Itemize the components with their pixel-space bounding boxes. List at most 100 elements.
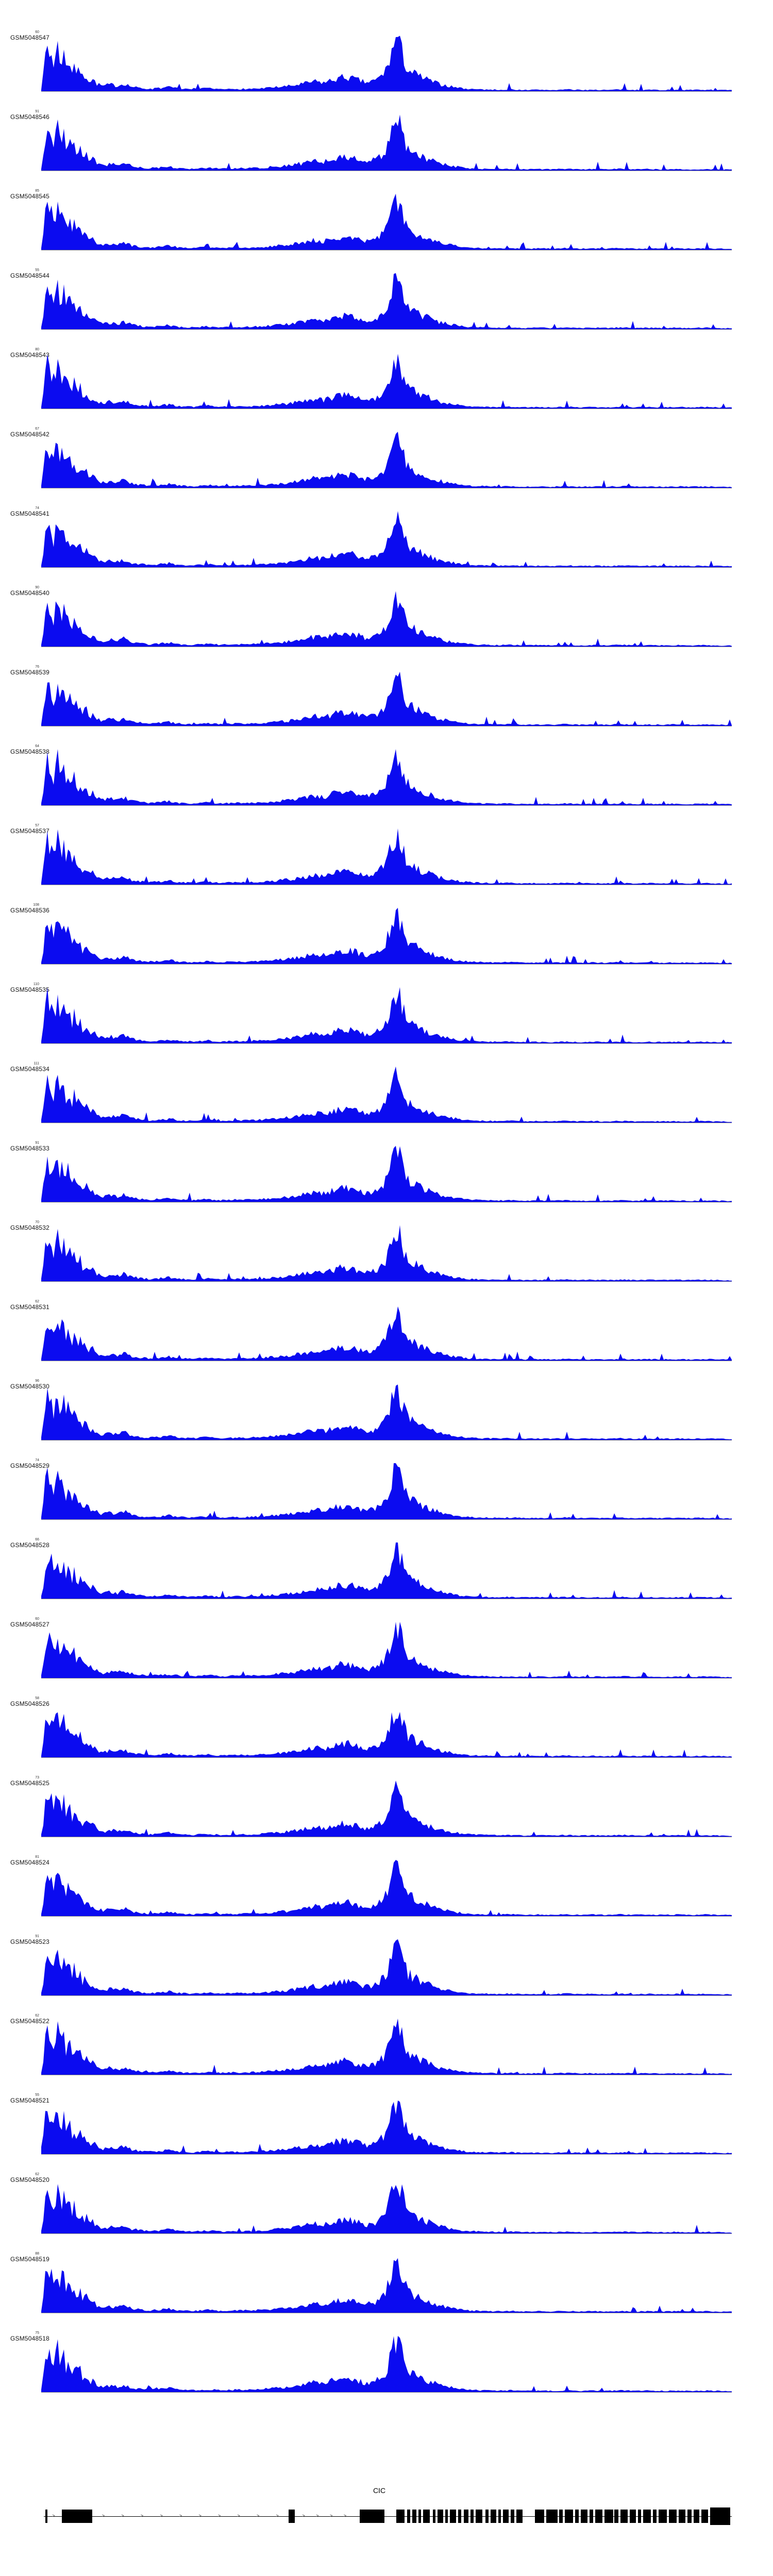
track-ymax-label: 58 [35,1697,39,1700]
exon [643,2510,651,2523]
exon [589,2510,593,2523]
track-sample-label: GSM5048547 [10,34,50,41]
coverage-signal [41,1939,732,1996]
track-sample-label: GSM5048518 [10,2335,50,2342]
strand-arrow-icon: > [160,2513,163,2519]
exon [396,2510,405,2523]
track-sample-label: GSM5048541 [10,510,50,517]
coverage-signal [41,1384,732,1440]
exon [438,2510,443,2523]
exon [653,2510,657,2523]
coverage-signal [41,749,732,806]
track-sample-label: GSM5048523 [10,1938,50,1945]
coverage-signal [41,194,732,250]
exon [407,2510,410,2523]
track-row: GSM5048523 91 [0,1920,773,1999]
track-row: GSM5048547 60 [0,15,773,95]
gene-name-label: CIC [373,2486,386,2495]
track-ymax-label: 81 [35,1855,39,1859]
track-ymax-label: 67 [35,427,39,431]
track-sample-label: GSM5048546 [10,113,50,121]
track-row: GSM5048530 96 [0,1364,773,1444]
exon [458,2510,461,2523]
track-row: GSM5048538 64 [0,730,773,809]
track-row: GSM5048537 57 [0,809,773,888]
coverage-signal [41,2100,732,2155]
exon [604,2510,613,2523]
track-sample-label: GSM5048528 [10,1541,50,1549]
exon [678,2510,686,2523]
exon [637,2510,642,2523]
strand-arrow-icon: > [121,2513,124,2519]
coverage-signal [41,1860,732,1917]
track-ymax-label: 91 [35,110,39,113]
exon [464,2510,469,2523]
track-row: GSM5048546 91 [0,95,773,174]
track-sample-label: GSM5048544 [10,272,50,279]
exon [701,2510,709,2523]
exon [432,2510,436,2523]
strand-arrow-icon: > [140,2513,144,2519]
track-ymax-label: 55 [35,2093,39,2097]
coverage-signal [41,2336,732,2393]
track-ymax-label: 60 [35,1617,39,1621]
exon [669,2510,677,2523]
strand-arrow-icon: > [257,2513,260,2519]
track-sample-label: GSM5048531 [10,1303,50,1311]
track-row: GSM5048527 60 [0,1602,773,1682]
track-row: GSM5048533 91 [0,1126,773,1206]
track-ymax-label: 62 [35,2173,39,2176]
track-sample-label: GSM5048524 [10,1859,50,1866]
track-row: GSM5048536 108 [0,888,773,968]
track-sample-label: GSM5048525 [10,1780,50,1787]
track-sample-label: GSM5048519 [10,2256,50,2263]
track-ymax-label: 60 [35,30,39,34]
track-ymax-label: 74 [35,506,39,510]
coverage-signal [41,671,732,726]
coverage-signal [41,36,732,92]
track-sample-label: GSM5048527 [10,1621,50,1628]
exon [491,2510,497,2523]
track-ymax-label: 73 [35,1776,39,1780]
coverage-signal [41,1306,732,1361]
track-sample-label: GSM5048537 [10,827,50,835]
exon [62,2510,93,2523]
track-ymax-label: 76 [35,665,39,669]
track-sample-label: GSM5048536 [10,907,50,914]
track-sample-label: GSM5048535 [10,986,50,993]
exon [445,2510,448,2523]
track-row: GSM5048544 55 [0,253,773,333]
exon [470,2510,474,2523]
track-ymax-label: 70 [35,1221,39,1224]
track-ymax-label: 55 [35,268,39,272]
track-sample-label: GSM5048533 [10,1145,50,1152]
coverage-signal [41,1543,732,1599]
exon [658,2510,667,2523]
track-sample-label: GSM5048530 [10,1383,50,1390]
coverage-signal [41,1711,732,1758]
track-sample-label: GSM5048522 [10,2018,50,2025]
coverage-signal [41,828,732,885]
track-row: GSM5048535 110 [0,968,773,1047]
track-row: GSM5048531 62 [0,1285,773,1364]
coverage-signal [41,353,732,409]
exon [620,2510,628,2523]
track-row: GSM5048525 73 [0,1761,773,1840]
track-row: GSM5048529 74 [0,1444,773,1523]
coverage-signal [41,591,732,647]
exon [595,2510,603,2523]
exon [485,2510,489,2523]
exon [559,2510,563,2523]
track-sample-label: GSM5048534 [10,1065,50,1073]
strand-arrow-icon: > [276,2513,279,2519]
coverage-tracks: GSM5048547 60 GSM5048546 91 GSM5048545 8… [0,15,773,2396]
exon [580,2510,587,2523]
coverage-signal [41,1622,732,1679]
track-row: GSM5048528 66 [0,1523,773,1602]
track-sample-label: GSM5048539 [10,669,50,676]
exon [450,2510,457,2523]
coverage-signal [41,987,732,1044]
track-row: GSM5048532 70 [0,1206,773,1285]
track-ymax-label: 91 [35,1935,39,1938]
